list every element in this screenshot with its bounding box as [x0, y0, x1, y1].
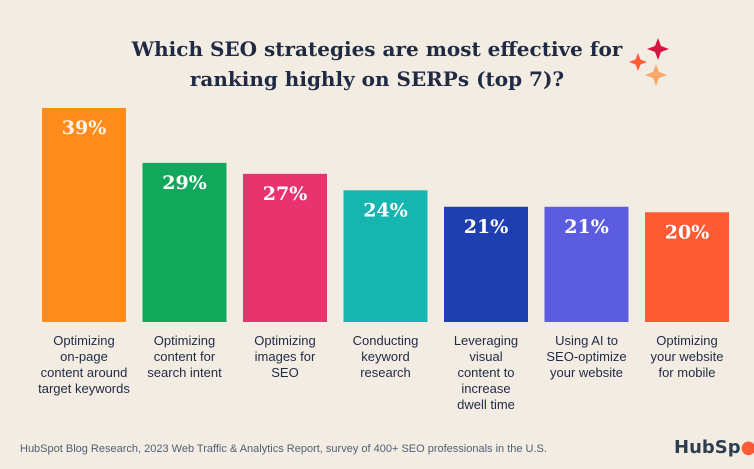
- bar-4: [343, 190, 428, 322]
- bar-3: [243, 173, 327, 322]
- hubspot-logo: HubSp●t: [674, 437, 754, 458]
- value-label-5: 21%: [464, 216, 509, 238]
- category-label-5: Leveraging visual content to increase dwell …: [454, 333, 518, 412]
- chart-title-line-1: Which SEO strategies are most effective …: [131, 37, 623, 61]
- category-label-2: Optimizing content for search intent: [147, 333, 222, 380]
- category-label-6: Using AI to SEO-optimize your website: [546, 333, 626, 380]
- category-label-3: Optimizing images for SEO: [254, 333, 316, 380]
- bar-2: [142, 162, 227, 322]
- chart-title-line-2: ranking highly on SERPs (top 7)?: [189, 67, 565, 91]
- bar-chart: 39% Optimizing on-page content around target…: [38, 108, 729, 412]
- value-label-6: 21%: [564, 216, 609, 238]
- chart-title: Which SEO strategies are most effective …: [0, 34, 754, 94]
- source-note: HubSpot Blog Research, 2023 Web Traffic …: [20, 443, 547, 455]
- bar-7: [645, 212, 729, 322]
- value-label-7: 20%: [665, 221, 710, 243]
- value-label-2: 29%: [162, 172, 207, 194]
- value-label-4: 24%: [363, 199, 408, 221]
- value-label-3: 27%: [263, 183, 308, 205]
- sprocket-icon: ●: [740, 437, 754, 458]
- bar-6: [544, 206, 629, 322]
- category-label-4: Conducting keyword research: [353, 333, 419, 380]
- sparkles-icon: [629, 38, 669, 86]
- bar-1: [42, 108, 126, 322]
- category-label-1: Optimizing on-page content around target ke…: [38, 333, 130, 396]
- category-label-7: Optimizing your website for mobile: [651, 333, 724, 380]
- value-label-1: 39%: [62, 117, 107, 139]
- bar-5: [444, 206, 528, 322]
- logo-text-start: HubSp: [674, 437, 741, 458]
